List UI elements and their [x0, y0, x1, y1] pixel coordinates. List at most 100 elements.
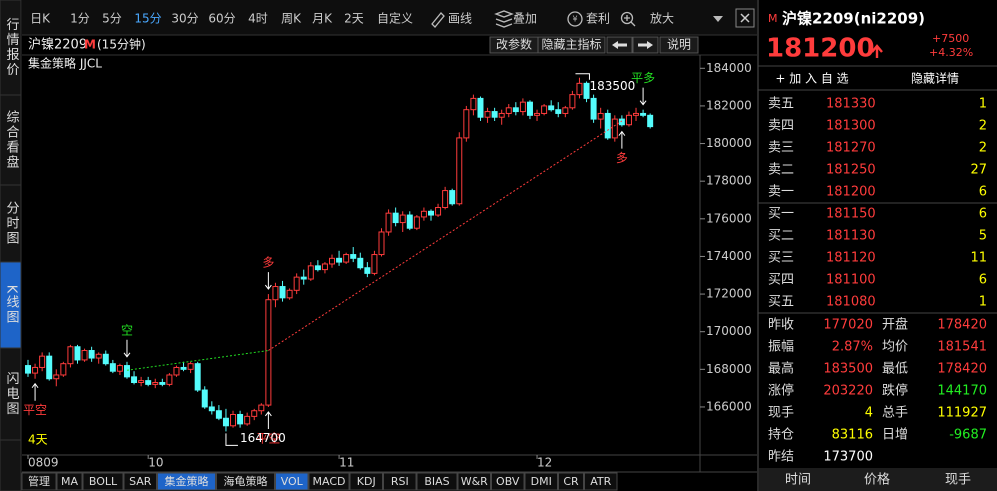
candle-body	[60, 363, 67, 376]
arbitrage-icon[interactable]	[567, 11, 583, 27]
close-button[interactable]	[735, 8, 755, 28]
indicator-tab-label: KDJ	[357, 475, 376, 488]
zoom-icon[interactable]	[620, 11, 634, 25]
candle-body	[555, 109, 562, 114]
candle-body	[597, 112, 604, 120]
toolbar-item[interactable]: 1分	[70, 12, 90, 26]
chart-button[interactable]	[659, 36, 699, 54]
toolbar-item[interactable]: 放大	[650, 11, 674, 26]
candle-body	[647, 114, 654, 128]
toolbar-item[interactable]: 叠加	[513, 12, 537, 26]
candle-body	[279, 286, 286, 299]
toolbar-item[interactable]: 周K	[281, 12, 302, 26]
y-tick-label: 178000	[706, 174, 752, 188]
side-tab-label: 行情报价	[4, 18, 20, 78]
toolbar-item[interactable]: 月K	[312, 12, 333, 26]
indicator-tab[interactable]	[216, 472, 275, 491]
candle-body	[215, 410, 222, 419]
x-tick-label: 0809	[28, 456, 59, 470]
chart-subtitle: 集金策略 JJCL	[28, 56, 102, 71]
stat-value: -9687	[949, 428, 987, 443]
candle-body	[123, 365, 130, 378]
indicator-tab[interactable]	[21, 472, 57, 491]
indicator-tab-label: SAR	[129, 475, 152, 488]
candle-body	[512, 107, 519, 113]
max-bracket	[575, 73, 590, 80]
indicator-tab[interactable]	[275, 472, 309, 491]
hide-detail-button[interactable]: 隐藏详情	[911, 71, 959, 86]
candle-body	[194, 363, 201, 391]
toolbar-item[interactable]: 4时	[248, 12, 268, 26]
signal-arrow	[264, 411, 272, 429]
stat-value: 178420	[937, 362, 987, 377]
book-volume: 5	[979, 229, 987, 244]
candle-body	[364, 267, 371, 274]
indicator-tab[interactable]	[56, 472, 83, 491]
stat-value: 144170	[937, 384, 987, 399]
candle-body	[321, 263, 328, 271]
y-tick-label: 174000	[706, 249, 752, 263]
dropdown-icon[interactable]	[713, 16, 723, 22]
indicator-tab[interactable]	[349, 472, 383, 491]
chart-button-label: 隐藏主指标	[541, 37, 601, 52]
candle-body	[95, 353, 102, 359]
indicator-tab[interactable]	[308, 472, 350, 491]
candle-body	[484, 111, 491, 118]
book-price: 181100	[826, 273, 876, 288]
candle-body	[449, 190, 456, 205]
y-tick-label: 182000	[706, 98, 752, 112]
toolbar-item[interactable]: 2天	[344, 12, 364, 26]
candle-body	[244, 415, 251, 425]
side-tab-label: K线图	[4, 285, 20, 326]
book-label: 买三	[768, 251, 794, 266]
indicator-tab-label: BIAS	[424, 475, 449, 488]
indicator-tab[interactable]	[82, 472, 124, 491]
x-tick-label: 11	[339, 456, 354, 470]
candle-body	[251, 410, 258, 417]
candle-body	[350, 254, 357, 259]
indicator-tab[interactable]	[123, 472, 157, 491]
stat-value: 173700	[823, 450, 873, 465]
candle-body	[88, 350, 95, 359]
book-price: 181330	[826, 97, 876, 112]
book-label: 买一	[768, 207, 794, 222]
book-volume: 6	[979, 273, 987, 288]
candle-body	[562, 107, 569, 114]
toolbar-item[interactable]: 5分	[102, 12, 122, 26]
candle-body	[314, 265, 321, 271]
candle-body	[442, 190, 449, 209]
signal-arrow	[123, 339, 131, 358]
indicator-tab[interactable]	[457, 472, 491, 491]
toolbar-item[interactable]: 套利	[586, 12, 610, 26]
book-volume: 11	[970, 251, 987, 266]
add-watch-button[interactable]: + 加 入 自 选	[775, 72, 848, 86]
min-label: 164700	[240, 431, 286, 445]
toolbar-item[interactable]: 60分	[208, 12, 235, 26]
chart-button[interactable]	[537, 36, 606, 54]
book-label: 买四	[768, 273, 794, 288]
candle-body	[116, 365, 123, 372]
indicator-tab[interactable]	[524, 472, 558, 491]
indicator-tab[interactable]	[416, 472, 458, 491]
toolbar-item[interactable]: 30分	[171, 12, 198, 26]
indicator-tab[interactable]	[157, 472, 216, 491]
indicator-tab[interactable]	[584, 472, 618, 491]
indicator-tab[interactable]	[558, 472, 584, 491]
candle-body	[505, 107, 512, 114]
indicator-tab[interactable]	[383, 472, 417, 491]
indicator-tab[interactable]	[491, 472, 525, 491]
panel-footer	[759, 468, 997, 491]
candle-body	[470, 97, 477, 111]
book-price: 181130	[826, 229, 876, 244]
candle-body	[385, 212, 392, 233]
candle-body	[498, 112, 505, 118]
toolbar-item[interactable]: 自定义	[377, 11, 413, 26]
chart-title: 沪镍2209	[28, 37, 87, 53]
y-tick-label: 172000	[706, 287, 752, 301]
toolbar-item[interactable]: 画线	[448, 12, 472, 26]
toolbar-item[interactable]: 15分	[134, 12, 161, 26]
toolbar-item[interactable]: 日K	[30, 12, 51, 26]
signal-label: 空	[121, 323, 133, 337]
